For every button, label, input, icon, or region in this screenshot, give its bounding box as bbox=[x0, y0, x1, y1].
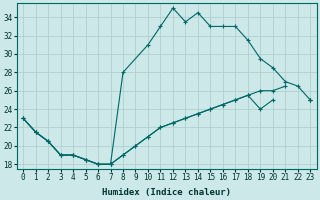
X-axis label: Humidex (Indice chaleur): Humidex (Indice chaleur) bbox=[102, 188, 231, 197]
